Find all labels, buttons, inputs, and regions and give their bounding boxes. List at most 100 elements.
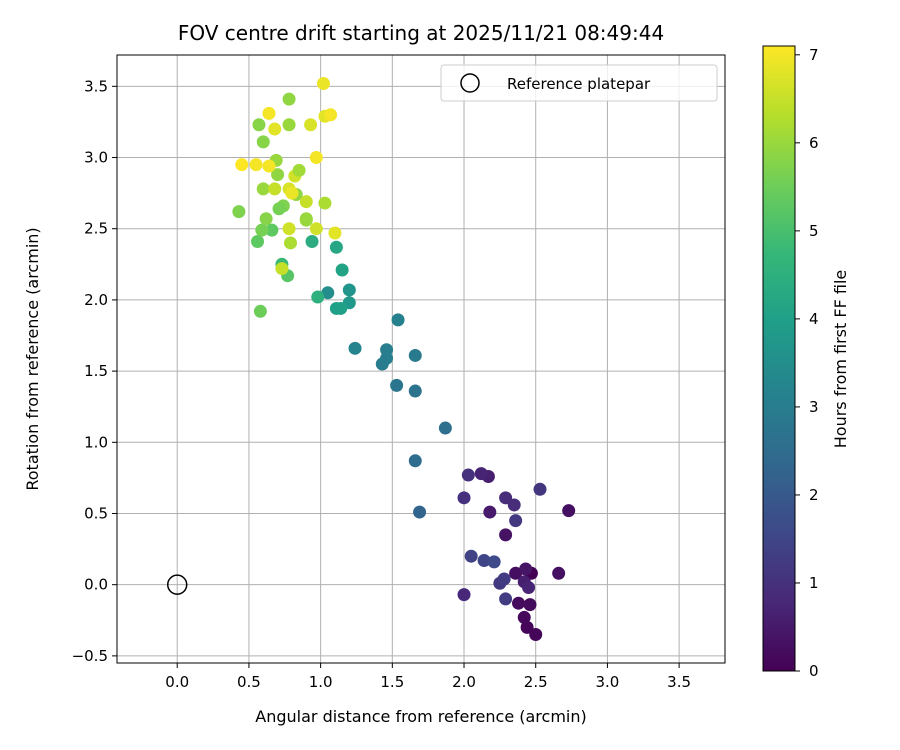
y-axis-label: Rotation from reference (arcmin) [23, 227, 42, 490]
x-axis-ticks: 0.0 0.5 1.0 1.5 2.0 2.5 3.0 3.5 [165, 663, 691, 691]
y-tick-label: 3.0 [84, 149, 108, 167]
data-point [316, 76, 330, 90]
data-point [262, 106, 276, 120]
data-point [522, 581, 536, 595]
colorbar-tick-label: 6 [809, 134, 819, 152]
y-tick-label: 0.5 [84, 504, 108, 522]
x-tick-label: 0.0 [165, 673, 189, 691]
data-point [499, 592, 513, 606]
data-point [413, 505, 427, 519]
data-point [304, 118, 318, 132]
data-point [259, 212, 273, 226]
reference-marker [166, 574, 188, 595]
y-tick-label: 2.5 [84, 220, 108, 238]
data-point [519, 562, 533, 576]
chart-title: FOV centre drift starting at 2025/11/21 … [178, 21, 664, 45]
data-point [292, 163, 306, 177]
data-point [408, 384, 422, 398]
data-point [380, 343, 394, 357]
data-point [268, 122, 282, 136]
data-point [457, 588, 471, 602]
colorbar-tick-label: 2 [809, 486, 819, 504]
data-point [438, 421, 452, 435]
x-tick-label: 3.0 [595, 673, 619, 691]
data-point [299, 195, 313, 209]
data-point [499, 528, 513, 542]
data-point [252, 118, 266, 132]
legend-reference-marker [460, 73, 480, 93]
data-point [232, 205, 246, 219]
data-point [533, 482, 547, 496]
data-point [324, 108, 338, 122]
data-point [520, 620, 534, 634]
data-point [318, 196, 332, 210]
data-points [232, 76, 576, 642]
data-point [342, 283, 356, 297]
data-point [517, 610, 531, 624]
y-axis-ticks: −0.5 0.0 0.5 1.0 1.5 2.0 2.5 3.0 3.5 [72, 77, 117, 665]
data-point [487, 555, 501, 569]
data-point [477, 553, 491, 567]
data-point [474, 467, 488, 481]
data-point [390, 378, 404, 392]
data-point [562, 504, 576, 518]
data-point [457, 491, 471, 505]
data-point [334, 301, 348, 315]
data-point [507, 498, 521, 512]
colorbar-tick-label: 4 [809, 310, 819, 328]
colorbar-tick-label: 5 [809, 222, 819, 240]
data-point [461, 468, 475, 482]
y-tick-label: −0.5 [72, 647, 108, 665]
x-tick-label: 1.5 [380, 673, 404, 691]
colorbar-tick-label: 0 [809, 662, 819, 680]
data-point [255, 223, 269, 237]
grid-lines [117, 55, 725, 663]
data-point [271, 168, 285, 182]
data-point [483, 505, 497, 519]
colorbar-ticks: 0 1 2 3 4 5 6 7 [795, 46, 819, 680]
colorbar [762, 45, 796, 672]
data-point [499, 491, 513, 505]
data-point [529, 628, 543, 642]
data-point [408, 454, 422, 468]
data-point [299, 212, 313, 226]
data-point [262, 159, 276, 173]
data-point [282, 92, 296, 106]
data-point [249, 158, 263, 172]
colorbar-label: Hours from first FF file [831, 270, 850, 449]
legend-reference-label: Reference platepar [507, 75, 651, 93]
x-tick-label: 0.5 [237, 673, 261, 691]
data-point [235, 158, 249, 172]
data-point [251, 235, 265, 249]
data-point [256, 182, 270, 196]
data-point [321, 286, 335, 300]
data-point [285, 186, 299, 200]
data-point [275, 262, 289, 276]
y-tick-label: 2.0 [84, 291, 108, 309]
data-point [497, 572, 511, 586]
y-tick-label: 3.5 [84, 77, 108, 95]
data-point [282, 222, 296, 236]
data-point [509, 566, 523, 580]
data-point [256, 135, 270, 149]
data-point [523, 598, 537, 612]
y-tick-label: 1.5 [84, 362, 108, 380]
data-point [272, 202, 286, 216]
x-tick-label: 1.0 [309, 673, 333, 691]
reference-marker-group [166, 574, 188, 595]
x-tick-label: 3.5 [667, 673, 691, 691]
data-point [329, 240, 343, 254]
legend-box [440, 64, 718, 102]
data-point [268, 182, 282, 196]
data-point [512, 596, 526, 610]
colorbar-tick-label: 1 [809, 574, 819, 592]
x-tick-label: 2.5 [524, 673, 548, 691]
data-point [328, 226, 342, 240]
y-tick-label: 0.0 [84, 576, 108, 594]
y-tick-label: 1.0 [84, 433, 108, 451]
plot-frame [116, 54, 726, 664]
data-point [253, 304, 267, 318]
colorbar-tick-label: 7 [809, 46, 819, 64]
data-point [464, 549, 478, 563]
